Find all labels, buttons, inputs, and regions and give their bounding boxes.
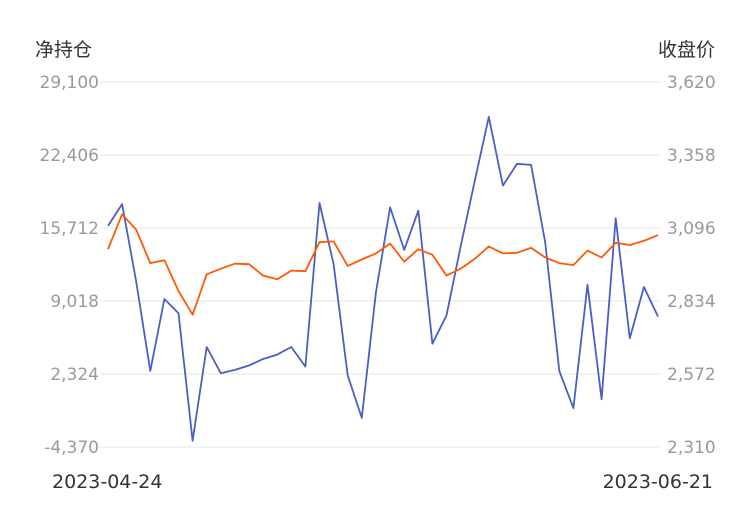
right-tick-label: 2,834 xyxy=(667,292,716,312)
left-tick-label: -4,370 xyxy=(44,438,99,458)
left-tick-label: 15,712 xyxy=(40,219,99,239)
left-tick-label: 22,406 xyxy=(40,146,99,166)
right-tick-label: 3,096 xyxy=(667,219,716,239)
left-tick-label: 29,100 xyxy=(40,73,99,93)
series-lines xyxy=(107,116,659,442)
right-tick-label: 2,310 xyxy=(667,438,716,458)
right-axis-title: 收盘价 xyxy=(658,39,715,61)
x-end-label: 2023-06-21 xyxy=(603,471,713,493)
left-tick-label: 2,324 xyxy=(50,365,99,385)
x-start-label: 2023-04-24 xyxy=(52,471,162,493)
right-tick-label: 3,620 xyxy=(667,73,716,93)
left-axis-ticks: 29,100 22,406 15,712 9,018 2,324 -4,370 xyxy=(40,73,99,458)
right-tick-label: 2,572 xyxy=(667,365,716,385)
left-axis-title: 净持仓 xyxy=(35,39,92,61)
right-tick-label: 3,358 xyxy=(667,146,716,166)
close-price-line xyxy=(107,213,659,316)
net-position-line xyxy=(107,116,659,442)
gridlines xyxy=(100,81,660,448)
right-axis-ticks: 3,620 3,358 3,096 2,834 2,572 2,310 xyxy=(667,73,716,458)
left-tick-label: 9,018 xyxy=(50,292,99,312)
